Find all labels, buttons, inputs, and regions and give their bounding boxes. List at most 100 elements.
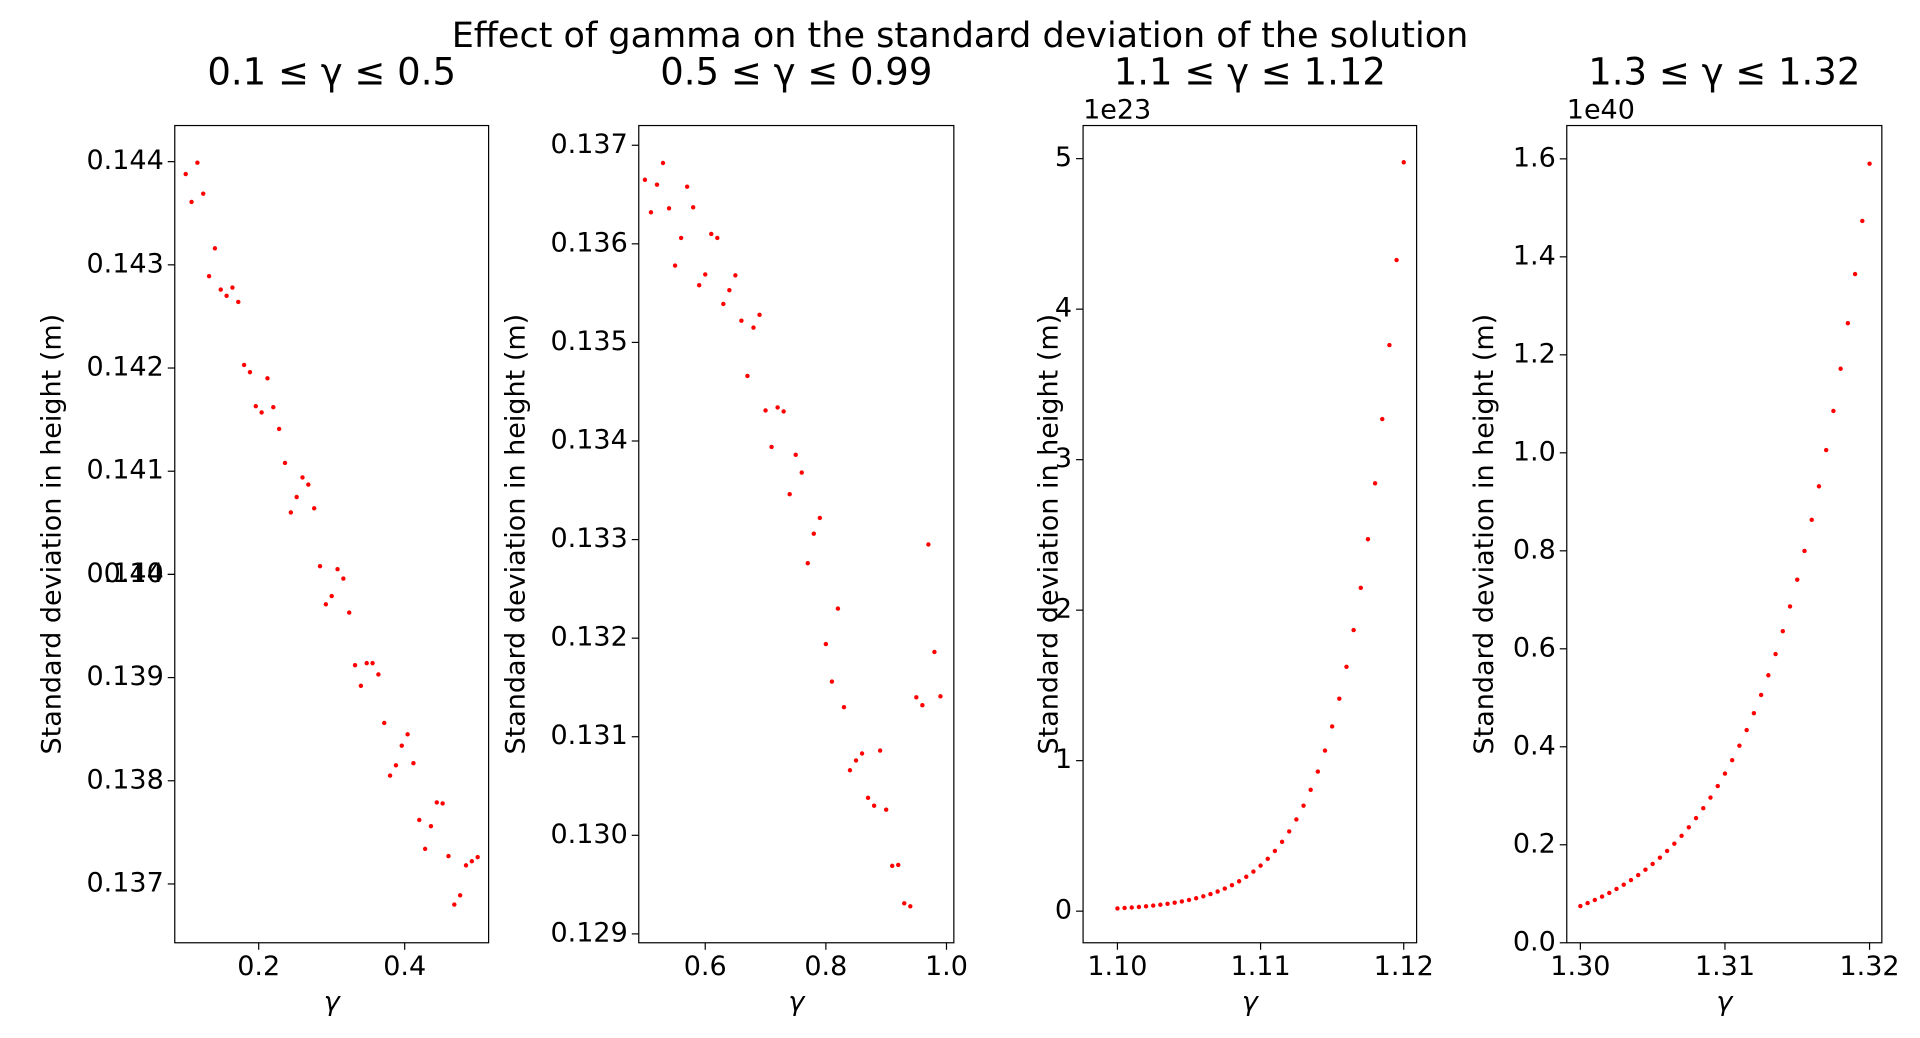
point [253,404,258,409]
y-tick-label: 0.135 [550,326,627,357]
point [787,492,792,497]
point [1773,651,1778,657]
point [745,373,750,379]
point [1344,664,1349,669]
y-tick-label: 0 [1055,895,1072,926]
point [1780,628,1785,634]
point [382,720,387,726]
point [271,405,276,410]
point [1279,839,1285,845]
point [1265,856,1270,861]
point [311,506,317,511]
y-tick-label: 0.139 [86,661,163,692]
point [1802,548,1807,554]
point [306,482,311,487]
y-tick-label: 0.141 [86,455,163,486]
x-tick-label: 0.6 [684,951,727,982]
axes-title: 1.1 ≤ γ ≤ 1.12 [1114,50,1386,93]
axes-title: 0.1 ≤ γ ≤ 0.5 [207,50,456,93]
point [1143,904,1149,909]
x-axis-label: γ [788,987,806,1018]
point [1136,904,1142,910]
point [660,160,666,166]
point [793,452,798,457]
axes-frame [174,124,490,944]
point [1172,900,1177,905]
point [1614,886,1619,892]
point [914,695,919,700]
y-tick-label: 0.133 [550,523,627,554]
point [769,444,774,450]
point [335,567,340,572]
x-tick-label: 0.2 [237,951,280,982]
point [1394,257,1399,263]
point [1301,803,1306,808]
point [1372,481,1378,486]
point [1852,271,1858,277]
point [1294,817,1299,822]
point [1251,869,1256,874]
point [871,803,877,808]
point [1657,855,1663,860]
point [364,660,369,666]
point [805,561,810,566]
point [347,610,352,615]
y-tick-label: 2 [1055,594,1072,625]
point [206,273,212,279]
point [1715,783,1720,789]
x-tick-label: 0.8 [804,951,847,982]
point [1287,829,1292,834]
point [847,768,853,773]
point [457,893,463,898]
x-tick-label: 1.10 [1087,951,1147,982]
point [1679,833,1684,838]
point [428,823,434,829]
point [781,409,786,414]
y-axis-label: Standard deviation in height (m) [1469,314,1500,755]
point [1845,320,1851,326]
point [358,683,364,689]
y-tick-label: 1.6 [1513,142,1556,173]
point [811,531,816,536]
point [1244,874,1249,879]
point [422,846,428,852]
point [817,515,823,521]
y-axis-label: Standard deviation in height (m) [36,314,67,755]
y-tick-label: 0.143 [86,248,163,279]
point [1358,585,1363,591]
point [212,246,218,251]
x-tick-label: 1.12 [1374,951,1434,982]
point [1592,897,1598,903]
point [463,863,469,868]
point [417,817,422,823]
y-tick-label: 0.138 [86,764,163,795]
point [739,318,744,323]
point [230,285,235,290]
point [1664,848,1670,854]
x-tick-label: 1.11 [1231,951,1291,982]
point [877,748,883,753]
point [1258,863,1263,868]
y-tick-label: 0.130 [550,819,627,850]
point [672,263,678,268]
point [721,301,726,307]
point [1193,896,1199,901]
point [1809,517,1814,523]
point [236,299,241,305]
y-tick-label: 0.2 [1513,828,1556,859]
axes-frame [1566,124,1883,944]
y-tick-label: 0.0 [1513,926,1556,957]
y-tick-label: 0.137 [86,867,163,898]
point [288,510,294,515]
y-tick-label: 0.14 [104,558,164,589]
point [666,206,672,211]
point [1823,447,1829,453]
point [1744,727,1749,733]
point [1322,748,1328,753]
point [1838,366,1843,371]
point [841,704,847,710]
x-axis-label: γ [324,987,342,1018]
point [247,369,253,375]
point [1628,877,1634,883]
suptitle: Effect of gamma on the standard deviatio… [452,16,1469,56]
